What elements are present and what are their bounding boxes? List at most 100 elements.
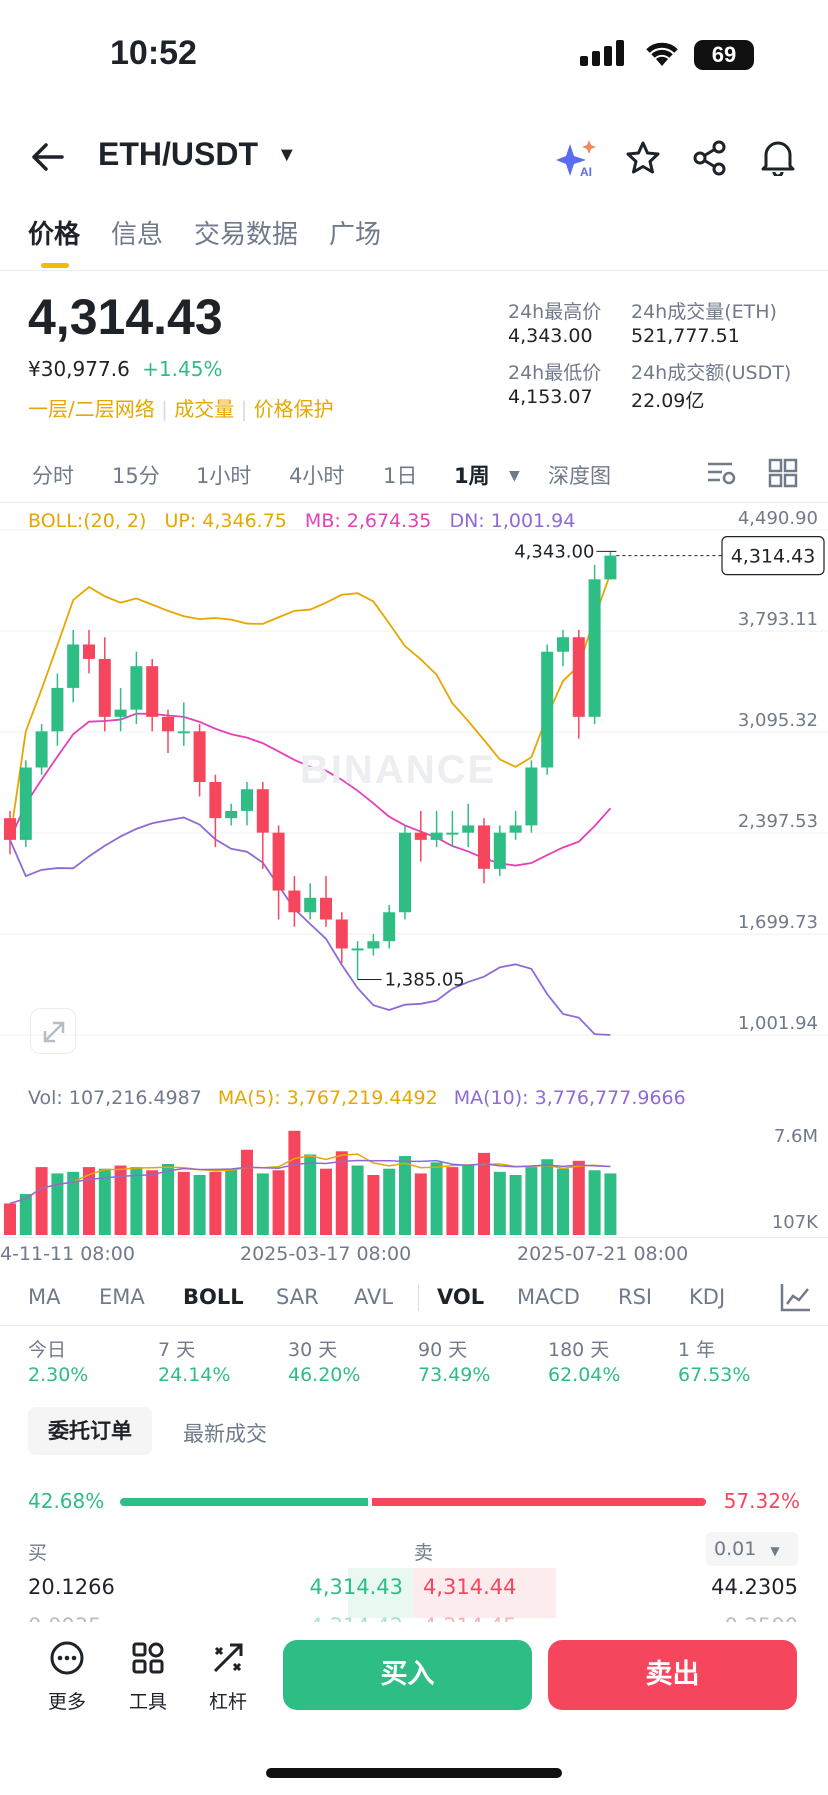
- volume-bar: [383, 1168, 396, 1235]
- vol-divider: [0, 1237, 828, 1238]
- ai-icon[interactable]: AI: [556, 138, 600, 179]
- ind-avl[interactable]: AVL: [354, 1285, 394, 1309]
- volume-bar: [430, 1162, 443, 1235]
- candlestick-chart[interactable]: 4,490.90 3,793.11 3,095.32 2,397.53 1,699.73…: [0, 505, 828, 1085]
- bid-price-0[interactable]: 4,314.43: [309, 1575, 403, 1599]
- volume-bar: [193, 1175, 206, 1235]
- tab-square[interactable]: 广场: [329, 220, 382, 250]
- tabs-divider: [0, 270, 828, 271]
- layout-grid-icon[interactable]: [768, 458, 798, 488]
- binance-watermark: BINANCE: [300, 748, 496, 793]
- volume-bar: [541, 1159, 554, 1235]
- ask-depth-bar: [413, 1568, 556, 1618]
- tf-1h[interactable]: 1小时: [196, 464, 252, 488]
- ask-price-0[interactable]: 4,314.44: [423, 1575, 517, 1599]
- expand-button[interactable]: [30, 1008, 76, 1054]
- back-button[interactable]: [30, 140, 70, 174]
- ind-rsi[interactable]: RSI: [618, 1285, 653, 1309]
- x-axis-label-3: 2025-07-21 08:00: [517, 1243, 689, 1265]
- low-label: 24h最低价: [508, 362, 602, 384]
- volume-bar: [399, 1156, 411, 1235]
- vol-eth-value: 521,777.51: [631, 325, 740, 347]
- candle-body: [604, 555, 617, 580]
- volume-chart[interactable]: 7.6M 107K: [0, 1110, 828, 1240]
- buy-ratio-bar: [120, 1498, 368, 1506]
- candle-body: [446, 832, 459, 835]
- more-button[interactable]: 更多: [32, 1640, 102, 1714]
- candle-body: [509, 825, 522, 833]
- tf-1w[interactable]: 1周 ▼: [454, 460, 520, 490]
- ind-macd[interactable]: MACD: [517, 1285, 580, 1309]
- precision-select[interactable]: 0.01 ▼: [706, 1532, 798, 1566]
- candle-body: [478, 825, 490, 869]
- last-price-box: [721, 536, 825, 576]
- ind-ma[interactable]: MA: [28, 1285, 61, 1309]
- tab-trading-data[interactable]: 交易数据: [194, 220, 299, 250]
- tag-price-protect[interactable]: 价格保护: [253, 397, 334, 421]
- ind-kdj[interactable]: KDJ: [689, 1285, 726, 1309]
- vol-ma5: MA(5): 3,767,219.4492: [217, 1087, 438, 1109]
- perf-label: 30 天: [288, 1339, 338, 1361]
- volume-bar: [98, 1168, 111, 1235]
- volume-bar: [35, 1167, 48, 1235]
- ind-sar[interactable]: SAR: [276, 1285, 319, 1309]
- leverage-icon: [213, 1643, 243, 1673]
- tab-price[interactable]: 价格: [28, 220, 81, 250]
- volume-bar: [177, 1171, 190, 1235]
- candle-body: [241, 789, 253, 811]
- leverage-button[interactable]: 杠杆: [193, 1640, 263, 1714]
- volume-bar: [130, 1167, 143, 1235]
- volume-bar: [446, 1167, 459, 1235]
- sell-button[interactable]: 卖出: [548, 1640, 797, 1710]
- volume-bar: [304, 1154, 317, 1235]
- candle-body: [414, 832, 427, 840]
- perf-label: 1 年: [678, 1339, 716, 1361]
- tag-volume[interactable]: 成交量: [174, 397, 235, 421]
- high-label: 24h最高价: [508, 301, 602, 323]
- tab-trades[interactable]: 最新成交: [183, 1422, 267, 1446]
- bell-icon[interactable]: [760, 138, 796, 178]
- tf-15m[interactable]: 15分: [112, 464, 160, 488]
- candle-body: [83, 644, 95, 659]
- tf-line[interactable]: 分时: [32, 464, 74, 488]
- buy-button[interactable]: 买入: [283, 1640, 532, 1710]
- tab-orders[interactable]: 委托订单: [28, 1407, 152, 1455]
- sell-ratio-bar: [372, 1498, 706, 1506]
- max-price-label: 4,343.00: [514, 541, 594, 562]
- ind-divider: [418, 1285, 419, 1311]
- tab-info[interactable]: 信息: [111, 220, 164, 250]
- ask-qty-1: 0.2500: [725, 1614, 798, 1622]
- tools-button[interactable]: 工具: [113, 1640, 183, 1714]
- star-icon[interactable]: [625, 140, 661, 176]
- tab-orders-label: 委托订单: [48, 1419, 132, 1443]
- tag-row: 一层/二层网络 | 成交量 | 价格保护: [28, 397, 334, 421]
- tag-layer[interactable]: 一层/二层网络: [28, 397, 155, 421]
- boll-dn: DN: 1,001.94: [449, 510, 576, 532]
- boll-mb: MB: 2,674.35: [304, 510, 432, 532]
- leverage-label: 杠杆: [208, 1691, 247, 1713]
- volume-bar: [162, 1163, 174, 1235]
- tools-icon: [132, 1642, 164, 1674]
- wifi-icon: [642, 38, 682, 68]
- pair-selector[interactable]: ETH/USDT ▼: [98, 136, 297, 173]
- more-label: 更多: [47, 1691, 86, 1713]
- indicator-settings-icon[interactable]: [780, 1282, 812, 1312]
- ind-vol[interactable]: VOL: [437, 1285, 485, 1309]
- boll-dn-line: [9, 816, 611, 1036]
- volume-bar: [557, 1168, 569, 1235]
- caret-down-icon: ▼: [276, 144, 297, 166]
- tools-label: 工具: [128, 1691, 167, 1713]
- candle-body: [383, 912, 396, 942]
- candle-body: [399, 832, 411, 913]
- share-icon[interactable]: [692, 140, 728, 176]
- volume-bar: [572, 1160, 585, 1235]
- tf-1d[interactable]: 1日: [383, 464, 418, 488]
- candle-body: [209, 781, 222, 819]
- candle-body: [272, 832, 285, 891]
- candle-body: [351, 948, 364, 951]
- tf-depth[interactable]: 深度图: [548, 464, 611, 488]
- ind-boll[interactable]: BOLL: [183, 1285, 244, 1309]
- ind-ema[interactable]: EMA: [99, 1285, 145, 1309]
- chart-settings-icon[interactable]: [706, 458, 738, 488]
- tf-4h[interactable]: 4小时: [289, 464, 345, 488]
